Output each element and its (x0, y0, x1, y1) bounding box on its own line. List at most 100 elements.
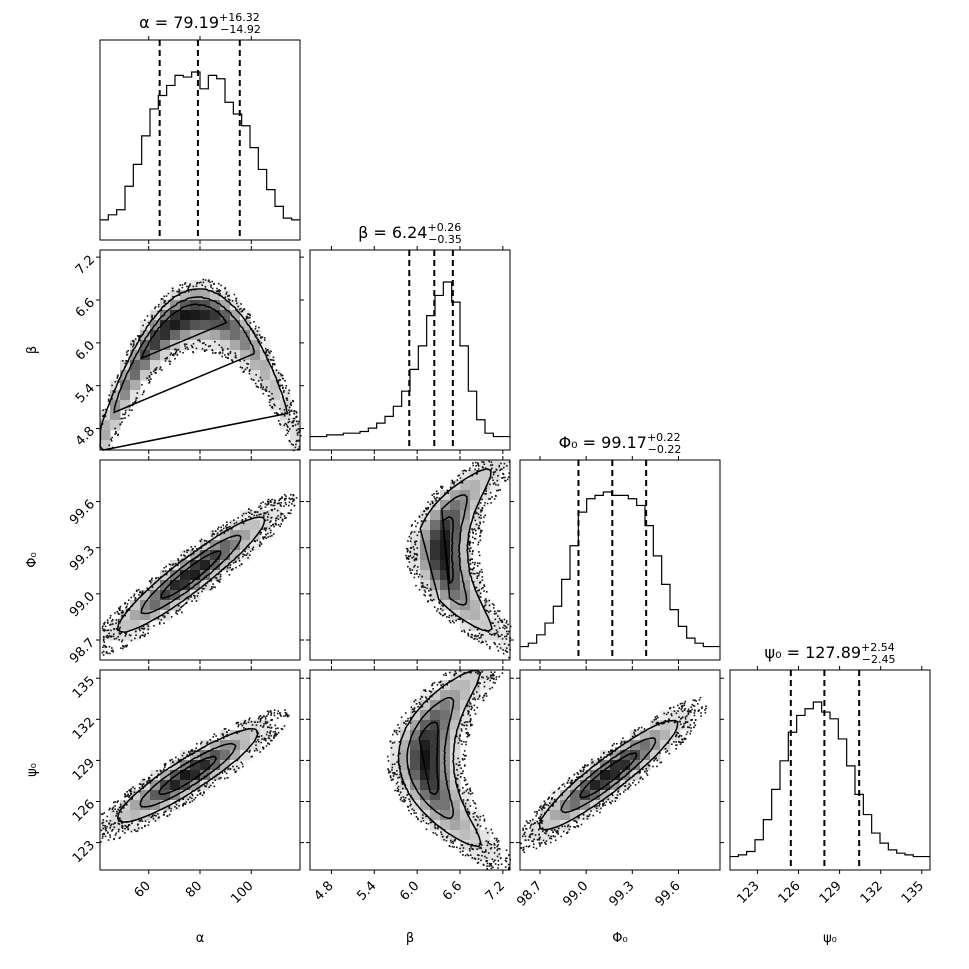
sample-point (457, 764, 460, 767)
sample-point (198, 789, 201, 792)
density-cell (450, 720, 461, 731)
sample-point (427, 501, 429, 503)
sample-point (124, 417, 126, 419)
sample-point (121, 647, 124, 650)
density-cell (180, 550, 191, 561)
sample-point (504, 635, 506, 638)
sample-point (271, 739, 273, 742)
sample-point (250, 378, 253, 380)
sample-point (108, 632, 110, 635)
sample-point (101, 822, 104, 825)
density-cell (450, 700, 461, 711)
sample-point (477, 672, 479, 674)
sample-point (260, 735, 263, 737)
density-cell (220, 750, 231, 761)
density-cell (430, 510, 441, 521)
sample-point (465, 783, 467, 786)
sample-point (297, 431, 300, 433)
sample-point (450, 614, 453, 617)
sample-point (486, 865, 488, 867)
sample-point (232, 568, 234, 570)
sample-point (391, 733, 394, 736)
sample-point (457, 785, 459, 788)
sample-point (216, 287, 218, 290)
density-cell (440, 510, 451, 521)
sample-point (127, 827, 129, 830)
sample-point (182, 351, 184, 354)
density-cell (420, 780, 431, 791)
sample-point (183, 554, 185, 557)
sample-point (553, 798, 556, 801)
density-cell (190, 770, 201, 781)
sample-point (262, 386, 264, 388)
sample-point (261, 746, 264, 749)
sample-point (463, 791, 466, 794)
sample-point (423, 510, 425, 513)
sample-point (226, 521, 228, 523)
sample-point (478, 632, 481, 635)
sample-point (232, 765, 234, 768)
sample-point (690, 711, 692, 713)
sample-point (189, 801, 191, 804)
sample-point (470, 547, 472, 549)
sample-point (135, 634, 137, 636)
sample-point (174, 353, 177, 355)
contour-1-phi0-psi0 (538, 719, 679, 831)
density-cell (470, 810, 481, 821)
sample-point (497, 840, 500, 842)
sample-point (252, 546, 255, 549)
density-cell (120, 380, 131, 391)
sample-point (477, 681, 480, 684)
sample-point (674, 721, 676, 723)
sample-point (685, 733, 688, 736)
sample-point (213, 733, 216, 736)
sample-point (404, 712, 407, 714)
sample-point (142, 631, 145, 634)
sample-point (477, 462, 479, 464)
sample-point (481, 854, 483, 857)
sample-point (291, 421, 293, 424)
sample-point (482, 814, 485, 817)
density-cell (220, 530, 231, 541)
sample-point (468, 710, 470, 713)
sample-point (184, 345, 186, 347)
sample-point (471, 707, 473, 709)
sample-point (139, 636, 141, 639)
sample-point (477, 698, 479, 700)
sample-point (409, 550, 411, 553)
density-cell (140, 620, 151, 631)
sample-point (150, 774, 153, 776)
sample-point (574, 820, 577, 822)
sample-point (112, 801, 115, 804)
sample-point (475, 461, 477, 464)
sample-point (148, 821, 150, 823)
sample-point (126, 644, 128, 647)
sample-point (448, 620, 451, 622)
sample-point (495, 629, 498, 631)
sample-point (266, 500, 269, 503)
sample-point (154, 306, 157, 308)
sample-point (490, 867, 493, 870)
sample-point (496, 631, 499, 633)
sample-point (487, 840, 490, 843)
sample-point (298, 439, 300, 442)
sample-point (413, 559, 416, 562)
sample-point (124, 409, 127, 412)
density-cell (250, 510, 261, 521)
density-cell (180, 770, 191, 781)
sample-point (288, 512, 290, 514)
sample-point (413, 707, 416, 709)
sample-point (471, 847, 473, 850)
sample-point (451, 481, 454, 483)
sample-point (470, 572, 473, 575)
contour-3-alpha-psi0 (158, 755, 218, 796)
sample-point (172, 354, 175, 357)
sample-point (102, 654, 105, 656)
sample-point (524, 835, 527, 838)
title-minus-psi0: −2.45 (862, 653, 896, 666)
sample-point (153, 625, 155, 627)
sample-point (483, 685, 486, 688)
sample-point (444, 613, 446, 616)
sample-point (267, 395, 270, 397)
sample-point (187, 286, 190, 289)
